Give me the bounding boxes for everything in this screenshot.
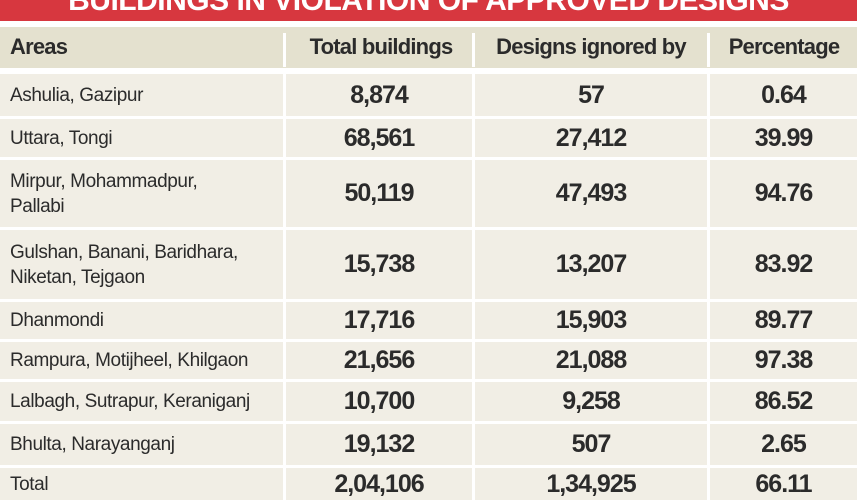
designs-ignored-cell: 9,258 [475,382,707,421]
total-buildings-cell: 19,132 [286,424,472,465]
percentage-value: 66.11 [755,469,812,498]
total-buildings-cell: 10,700 [286,382,472,421]
percentage-value: 94.76 [754,179,814,207]
header-pct-label: Percentage [728,34,840,59]
header-divider [707,33,710,67]
designs-ignored-value: 27,412 [555,123,627,152]
designs-ignored-value: 507 [571,430,612,458]
area-label: Rampura, Motijheel, Khilgaon [10,350,249,371]
area-cell: Mirpur, Mohammadpur, Pallabi [0,160,283,227]
area-cell: Total [0,468,283,500]
header-total-buildings: Total buildings [292,27,470,68]
area-cell: Bhulta, Narayanganj [0,424,283,465]
table-row: Lalbagh, Sutrapur, Keraniganj 10,700 9,258… [0,382,857,421]
designs-ignored-value: 9,258 [562,387,621,415]
header-areas: Areas [10,27,275,68]
total-buildings-cell: 50,119 [286,160,472,227]
percentage-cell: 66.11 [710,468,857,500]
total-buildings-cell: 15,738 [286,230,472,299]
table-row: Mirpur, Mohammadpur, Pallabi 50,119 47,493… [0,160,857,227]
area-cell: Ashulia, Gazipur [0,74,283,116]
area-cell: Lalbagh, Sutrapur, Keraniganj [0,382,283,421]
percentage-value: 89.77 [754,306,814,334]
total-buildings-cell: 21,656 [286,342,472,379]
table-row: Bhulta, Narayanganj 19,132 507 2.65 [0,424,857,465]
total-buildings-value: 10,700 [343,387,415,415]
header-divider [283,33,286,67]
total-buildings-cell: 2,04,106 [286,468,472,500]
area-label: Gulshan, Banani, Baridhara, Niketan, Tej… [10,241,238,288]
designs-ignored-cell: 507 [475,424,707,465]
designs-ignored-cell: 47,493 [475,160,707,227]
area-cell: Dhanmondi [0,302,283,339]
total-buildings-cell: 17,716 [286,302,472,339]
area-label: Total [10,473,49,495]
header-designs-ignored: Designs ignored by [478,27,704,68]
percentage-value: 86.52 [754,387,814,415]
designs-ignored-cell: 1,34,925 [475,468,707,500]
percentage-cell: 83.92 [710,230,857,299]
area-label: Dhanmondi [10,310,104,331]
designs-ignored-cell: 13,207 [475,230,707,299]
percentage-value: 0.64 [761,80,807,109]
designs-ignored-value: 47,493 [555,179,627,207]
table-row: Gulshan, Banani, Baridhara, Niketan, Tej… [0,230,857,299]
total-buildings-value: 50,119 [344,179,414,207]
percentage-cell: 39.99 [710,119,857,157]
total-buildings-value: 17,716 [343,306,415,334]
area-label: Ashulia, Gazipur [10,84,144,106]
designs-ignored-value: 1,34,925 [546,469,636,498]
area-label: Lalbagh, Sutrapur, Keraniganj [10,391,250,412]
header-row: Areas Total buildings Designs ignored by… [0,27,857,68]
total-buildings-value: 8,874 [350,80,409,109]
total-buildings-value: 19,132 [343,430,415,458]
area-cell: Rampura, Motijheel, Khilgaon [0,342,283,379]
percentage-cell: 86.52 [710,382,857,421]
header-divider [472,33,475,67]
total-buildings-value: 21,656 [343,346,415,374]
area-label: Uttara, Tongi [10,127,113,149]
designs-ignored-cell: 27,412 [475,119,707,157]
table-row: Ashulia, Gazipur 8,874 57 0.64 [0,74,857,116]
designs-ignored-cell: 21,088 [475,342,707,379]
total-buildings-cell: 8,874 [286,74,472,116]
table-row: Rampura, Motijheel, Khilgaon 21,656 21,088… [0,342,857,379]
designs-ignored-value: 21,088 [555,346,627,374]
area-label: Mirpur, Mohammadpur, Pallabi [10,170,198,217]
designs-ignored-value: 57 [578,80,605,109]
designs-ignored-value: 15,903 [555,306,627,334]
total-buildings-cell: 68,561 [286,119,472,157]
header-ignored-label: Designs ignored by [496,34,687,59]
table-row: Dhanmondi 17,716 15,903 89.77 [0,302,857,339]
table-title: BUILDINGS IN VIOLATION OF APPROVED DESIG… [68,0,789,17]
percentage-value: 2.65 [761,430,807,458]
percentage-cell: 94.76 [710,160,857,227]
total-row: Total 2,04,106 1,34,925 66.11 [0,468,857,500]
header-total-label: Total buildings [309,34,454,59]
area-cell: Gulshan, Banani, Baridhara, Niketan, Tej… [0,230,283,299]
percentage-cell: 2.65 [710,424,857,465]
designs-ignored-cell: 57 [475,74,707,116]
total-buildings-value: 68,561 [343,123,415,152]
header-percentage: Percentage [713,27,855,68]
table-row: Uttara, Tongi 68,561 27,412 39.99 [0,119,857,157]
percentage-value: 83.92 [754,250,814,278]
title-banner: BUILDINGS IN VIOLATION OF APPROVED DESIG… [0,0,857,21]
percentage-cell: 0.64 [710,74,857,116]
percentage-value: 97.38 [754,346,814,374]
area-label: Bhulta, Narayanganj [10,434,175,455]
designs-ignored-value: 13,207 [555,250,627,278]
area-cell: Uttara, Tongi [0,119,283,157]
designs-ignored-cell: 15,903 [475,302,707,339]
percentage-cell: 89.77 [710,302,857,339]
total-buildings-value: 15,738 [343,250,415,278]
total-buildings-value: 2,04,106 [334,469,424,498]
percentage-cell: 97.38 [710,342,857,379]
header-areas-label: Areas [10,34,68,59]
percentage-value: 39.99 [754,123,814,152]
